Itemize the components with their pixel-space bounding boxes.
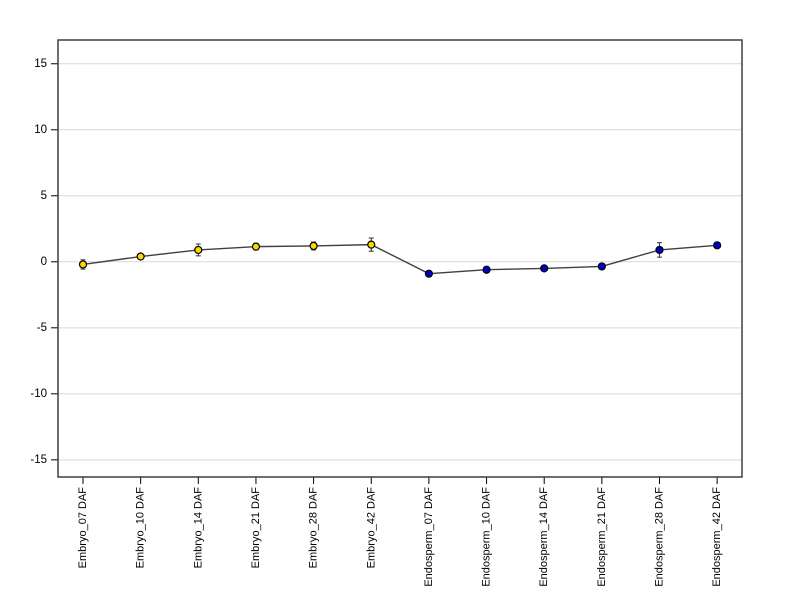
x-tick-label: Endosperm_14 DAF bbox=[538, 487, 550, 587]
x-tick-label: Embryo_28 DAF bbox=[308, 487, 320, 569]
data-point bbox=[597, 262, 606, 271]
data-point bbox=[482, 265, 491, 274]
gridlines bbox=[58, 63, 742, 461]
y-tick-label: -10 bbox=[30, 388, 47, 400]
data-point bbox=[309, 241, 318, 251]
x-tick-label: Endosperm_21 DAF bbox=[596, 487, 608, 587]
x-tick-label: Embryo_10 DAF bbox=[135, 487, 147, 569]
x-tick-label: Endosperm_28 DAF bbox=[654, 487, 666, 587]
plot-border bbox=[57, 39, 743, 478]
data-point bbox=[136, 252, 145, 261]
y-tick-label: -5 bbox=[37, 322, 47, 334]
x-tick-label: Embryo_42 DAF bbox=[365, 487, 377, 569]
x-tick-label: Embryo_21 DAF bbox=[250, 487, 262, 569]
x-axis: Embryo_07 DAF Embryo_10 DAF Embryo_14 DAF E… bbox=[77, 477, 723, 587]
data-point bbox=[194, 245, 203, 255]
y-axis: -15 -10 -5 0 5 10 15 bbox=[30, 58, 58, 466]
x-tick-label: Endosperm_42 DAF bbox=[711, 487, 723, 587]
y-tick-label: 5 bbox=[41, 190, 47, 202]
data-point bbox=[78, 260, 88, 269]
x-tick-label: Endosperm_07 DAF bbox=[423, 487, 435, 587]
data-point bbox=[655, 245, 664, 255]
data-points bbox=[78, 240, 722, 278]
data-point bbox=[424, 269, 433, 278]
series-line bbox=[82, 243, 718, 275]
y-tick-label: -15 bbox=[30, 454, 47, 466]
data-point bbox=[367, 240, 376, 249]
data-point bbox=[540, 264, 549, 273]
y-tick-label: 0 bbox=[41, 256, 47, 268]
y-tick-label: 10 bbox=[34, 124, 47, 136]
data-point bbox=[713, 241, 722, 250]
data-point bbox=[251, 242, 261, 251]
x-tick-label: Endosperm_10 DAF bbox=[481, 487, 493, 587]
x-tick-label: Embryo_14 DAF bbox=[192, 487, 204, 569]
x-tick-label: Embryo_07 DAF bbox=[77, 487, 89, 569]
y-tick-label: 15 bbox=[34, 58, 47, 70]
